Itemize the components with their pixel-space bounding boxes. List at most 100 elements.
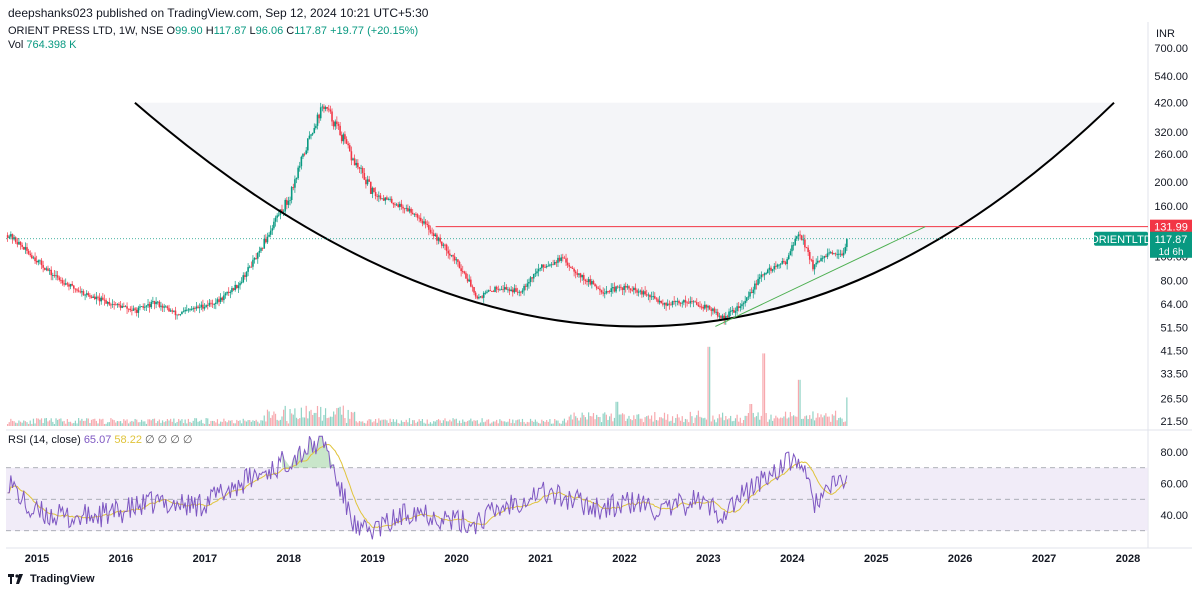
currency-label[interactable]: INR	[1156, 28, 1175, 40]
candle-body	[295, 178, 298, 180]
volume-bar	[265, 421, 267, 426]
volume-bar	[312, 414, 314, 426]
volume-bar	[320, 406, 322, 426]
candle-body	[298, 166, 301, 168]
volume-bar	[475, 420, 477, 426]
candle-body	[787, 255, 790, 260]
candle-body	[825, 256, 827, 257]
candle-body	[376, 196, 379, 197]
volume-bar	[410, 423, 412, 426]
candle-body	[636, 290, 638, 293]
candle-body	[715, 311, 717, 313]
candle-body	[79, 291, 82, 293]
candle-body	[252, 259, 254, 267]
volume-bar	[642, 422, 645, 426]
volume-bar	[339, 406, 341, 426]
candle-body	[292, 187, 295, 188]
candle-body	[674, 300, 677, 302]
candle-body	[108, 301, 111, 305]
volume-bar	[831, 414, 833, 426]
volume-bar	[807, 419, 809, 426]
candle-body	[198, 307, 201, 309]
volume-bar	[202, 423, 204, 426]
volume-bar	[160, 422, 162, 426]
volume-bar	[63, 420, 65, 426]
volume-bar	[746, 415, 748, 426]
candle-body	[102, 297, 104, 300]
candle-body	[307, 138, 309, 151]
publisher-line: deepshanks023 published on TradingView.c…	[8, 6, 429, 20]
year-tick-label: 2016	[109, 553, 133, 565]
candle-body	[345, 139, 348, 144]
price-tick-label: 700.00	[1154, 43, 1188, 55]
candle-body	[487, 290, 490, 292]
volume-bar	[525, 423, 527, 426]
symbol-name[interactable]: ORIENT PRESS LTD, 1W, NSE	[8, 25, 164, 37]
candle-body	[276, 215, 278, 218]
candle-body	[34, 257, 36, 262]
candle-body	[405, 207, 408, 209]
candle-body	[723, 315, 726, 320]
candle-body	[413, 213, 416, 215]
candle-body	[557, 257, 559, 263]
candle-body	[542, 264, 545, 268]
volume-bar	[763, 353, 766, 426]
candle-body	[368, 179, 370, 182]
volume-bar	[620, 414, 622, 426]
year-tick-label: 2018	[277, 553, 301, 565]
candle-body	[19, 241, 22, 245]
tradingview-brand[interactable]: TradingView	[30, 573, 95, 585]
volume-bar	[759, 419, 761, 426]
candle-body	[353, 158, 356, 166]
candle-body	[479, 296, 482, 298]
volume-bar	[110, 418, 112, 426]
candle-body	[633, 287, 635, 291]
support-trendline[interactable]	[715, 226, 926, 327]
candle-body	[492, 291, 495, 293]
candle-body	[620, 286, 622, 288]
candle-body	[42, 265, 44, 268]
volume-bar	[333, 411, 335, 426]
candle-body	[403, 208, 406, 210]
volume-bar	[379, 420, 382, 426]
symbol-tag-label[interactable]: ORIENTLTD	[1090, 234, 1152, 246]
volume-bar	[105, 423, 107, 426]
candle-body	[282, 211, 285, 213]
volume-bar	[224, 421, 227, 426]
volume-bar	[121, 423, 123, 426]
candle-body	[352, 158, 354, 161]
volume-bar	[216, 419, 219, 426]
volume-bar	[352, 412, 354, 426]
candle-body	[358, 167, 361, 169]
volume-bar	[742, 420, 745, 426]
cup-curve-line[interactable]	[134, 101, 1115, 328]
candle-body	[770, 267, 772, 271]
candle-body	[232, 288, 235, 291]
candle-body	[13, 237, 15, 240]
candle-body	[666, 303, 669, 306]
candle-body	[473, 287, 475, 293]
volume-bar	[247, 420, 249, 426]
volume-bar	[291, 413, 293, 426]
price-tick-label: 160.00	[1154, 201, 1188, 213]
volume-bar	[404, 421, 406, 426]
candle-body	[766, 269, 769, 274]
volume-bar	[376, 422, 378, 426]
volume-bar	[844, 421, 846, 426]
volume-bar	[79, 420, 81, 426]
candle-body	[218, 299, 220, 302]
volume-bar	[355, 421, 357, 426]
rsi-line[interactable]	[7, 435, 848, 540]
volume-bar	[315, 412, 317, 426]
candle-body	[6, 235, 9, 238]
candle-body	[150, 301, 153, 308]
volume-bar	[407, 422, 409, 426]
candle-body	[637, 291, 640, 293]
volume-bar	[100, 419, 102, 426]
rsi-label[interactable]: RSI (14, close)	[8, 434, 81, 446]
candle-body	[791, 245, 793, 252]
volume-bar	[65, 423, 67, 426]
volume-bar	[431, 423, 433, 426]
volume-bar	[772, 420, 774, 426]
